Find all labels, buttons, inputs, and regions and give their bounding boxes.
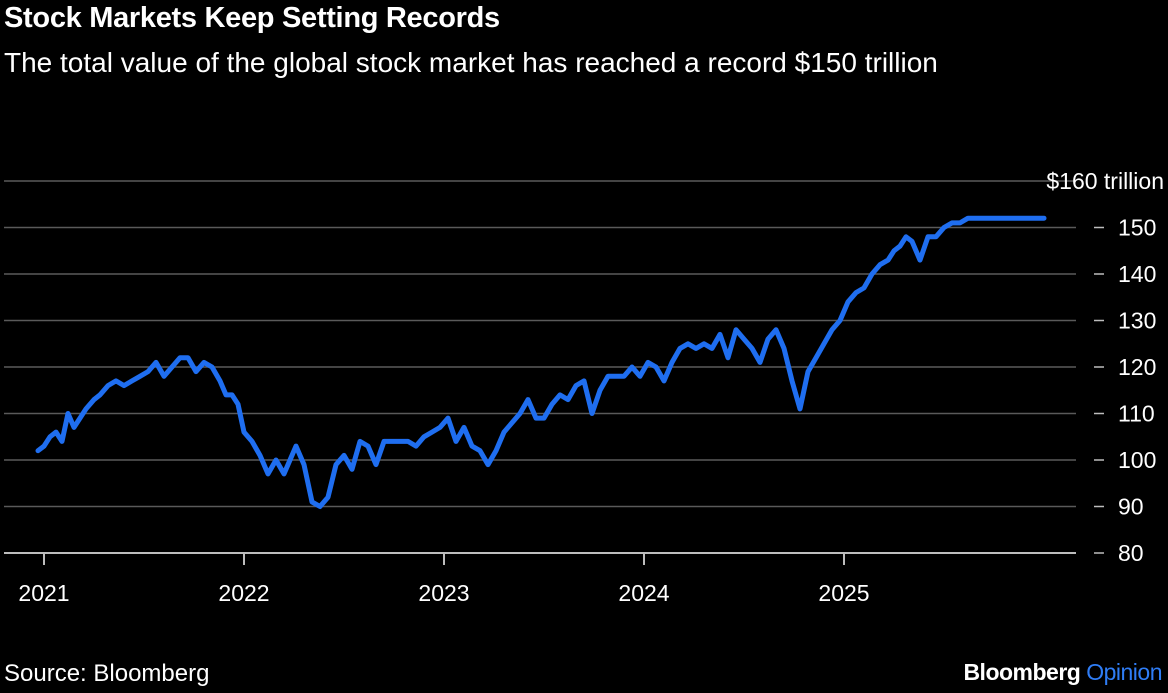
x-tick-label: 2021 xyxy=(18,580,69,606)
x-tick-label: 2024 xyxy=(618,580,669,606)
y-tick-label: 120 xyxy=(1118,354,1156,380)
market-value-line xyxy=(35,215,1047,509)
y-tick-label: 90 xyxy=(1118,494,1144,520)
x-tick-label: 2022 xyxy=(218,580,269,606)
x-tick-label: 2025 xyxy=(818,580,869,606)
brand-name: Bloomberg xyxy=(963,659,1081,685)
y-tick-label: 110 xyxy=(1118,401,1155,427)
x-tick-label: 2023 xyxy=(418,580,469,606)
brand-suffix: Opinion xyxy=(1086,659,1162,685)
brand-logo: Bloomberg Opinion xyxy=(963,659,1162,686)
y-tick-label: 80 xyxy=(1118,540,1144,566)
y-tick-label: 140 xyxy=(1118,261,1156,287)
y-tick-label: $160 trillion xyxy=(1046,168,1164,194)
chart-subtitle: The total value of the global stock mark… xyxy=(4,47,938,78)
source-note: Source: Bloomberg xyxy=(4,660,210,687)
chart-title: Stock Markets Keep Setting Records xyxy=(4,2,500,34)
y-tick-label: 150 xyxy=(1118,215,1156,241)
y-tick-label: 100 xyxy=(1118,447,1156,473)
y-tick-label: 130 xyxy=(1118,308,1156,334)
